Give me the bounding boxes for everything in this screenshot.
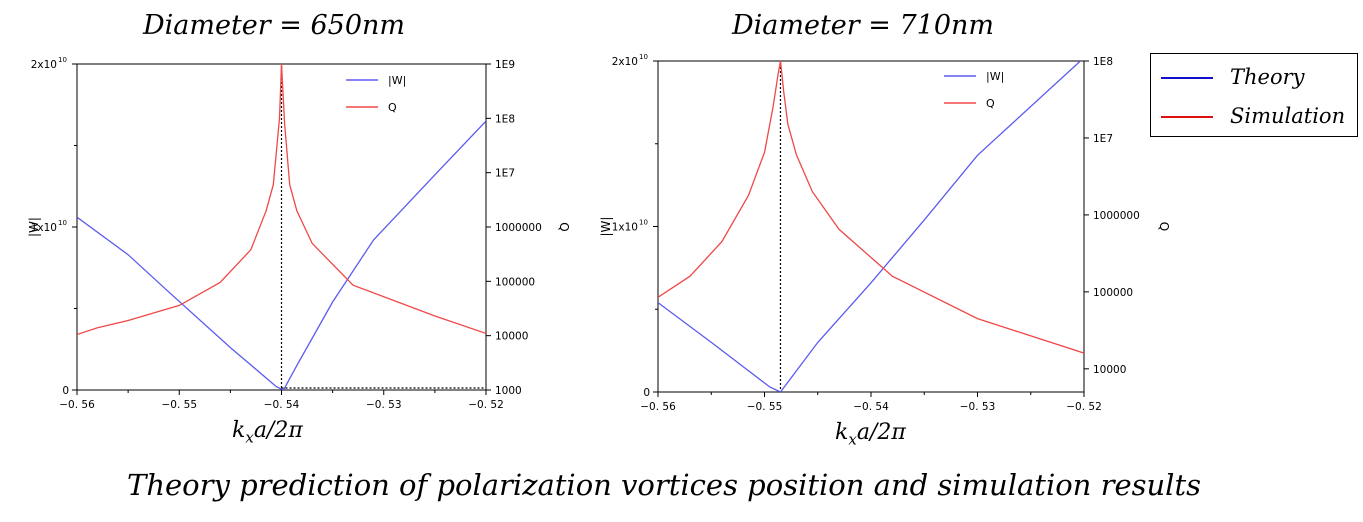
xlabel-rest: a/2π <box>856 420 906 445</box>
legend-label: |W| <box>388 74 406 87</box>
y-axis-label: |W| <box>599 217 613 237</box>
w-series-line <box>658 61 1082 392</box>
y-tick-label: 1x10 <box>31 222 57 234</box>
q-series-line <box>77 64 486 336</box>
y2-tick-label: 10000 <box>495 331 528 343</box>
y-tick-exponent: 10 <box>639 53 648 61</box>
y2-tick-label: 1E7 <box>495 168 515 180</box>
plot-frame <box>657 60 1085 393</box>
legend-label: |W| <box>986 70 1004 83</box>
legend-item-theory: Theory <box>1151 63 1357 93</box>
x-tick-label: −0. 52 <box>1066 401 1102 413</box>
chart-2-xlabel: kxa/2π <box>835 420 906 448</box>
x-tick-label: −0. 55 <box>747 401 783 413</box>
y2-tick-label: 1E8 <box>495 113 515 125</box>
x-tick-label: −0. 56 <box>640 401 676 413</box>
y2-tick-label: 1000000 <box>495 222 542 234</box>
xlabel-sub: x <box>848 430 857 449</box>
y2-tick-label: 1000000 <box>1093 210 1140 222</box>
figure-caption: Theory prediction of polarization vortic… <box>127 468 1201 502</box>
y2-tick-label: 1000 <box>495 385 522 397</box>
xlabel-rest: a/2π <box>253 418 303 443</box>
x-tick-label: −0. 54 <box>853 401 889 413</box>
chart-1-xlabel: kxa/2π <box>232 418 303 446</box>
legend-label: Q <box>986 97 995 110</box>
x-tick-label: −0. 53 <box>366 399 402 411</box>
q-series-line <box>658 61 1084 354</box>
x-tick-label: −0. 56 <box>59 399 95 411</box>
w-series-line <box>77 120 486 390</box>
y2-tick-label: 1E8 <box>1093 56 1113 68</box>
x-tick-label: −0. 52 <box>468 399 504 411</box>
y-tick-label: 0 <box>62 385 69 397</box>
y2-tick-label: 100000 <box>1093 287 1133 299</box>
chart-1-title: Diameter = 650nm <box>143 10 406 41</box>
y2-tick-label: 1E7 <box>1093 133 1113 145</box>
y2-axis-label: Q <box>1157 222 1171 231</box>
theory-line-swatch <box>1161 77 1213 79</box>
y-tick-label: 0 <box>643 387 650 399</box>
y-tick-exponent: 10 <box>58 219 67 227</box>
x-tick-label: −0. 53 <box>960 401 996 413</box>
xlabel-k: k <box>835 420 849 445</box>
legend-label-simulation: Simulation <box>1230 104 1346 128</box>
y2-axis-label: Q <box>557 222 571 231</box>
legend-item-simulation: Simulation <box>1151 102 1357 132</box>
y2-tick-label: 100000 <box>495 276 535 288</box>
simulation-line-swatch <box>1161 116 1213 118</box>
chart-2-title: Diameter = 710nm <box>732 10 995 41</box>
y-tick-label: 1x10 <box>612 222 638 234</box>
y2-tick-label: 10000 <box>1093 364 1126 376</box>
x-tick-label: −0. 55 <box>161 399 197 411</box>
y-tick-label: 2x10 <box>612 56 638 68</box>
legend-label: Q <box>388 101 397 114</box>
x-tick-label: −0. 54 <box>264 399 300 411</box>
legend-label-theory: Theory <box>1230 65 1305 89</box>
xlabel-k: k <box>232 418 246 443</box>
y-tick-exponent: 10 <box>639 219 648 227</box>
y-tick-label: 2x10 <box>31 59 57 71</box>
y2-tick-label: 1E9 <box>495 59 515 71</box>
theory-simulation-legend: Theory Simulation <box>1150 53 1358 137</box>
y-axis-label: |W| <box>27 217 41 237</box>
y-tick-exponent: 10 <box>58 56 67 64</box>
xlabel-sub: x <box>245 428 254 447</box>
